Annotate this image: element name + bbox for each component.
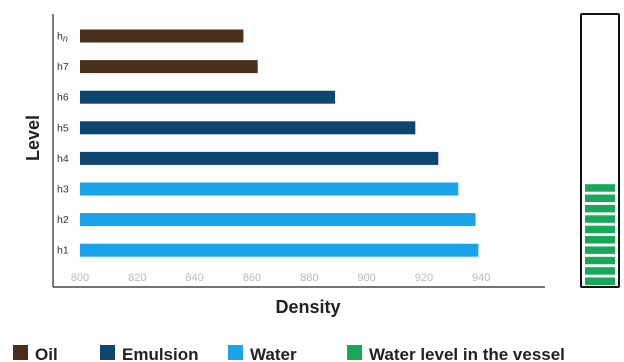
vessel-outline xyxy=(580,13,620,288)
level-label-h7: h7 xyxy=(57,61,69,73)
vessel-diagram xyxy=(580,13,620,288)
level-labels-layer: hn h7 h6 h5 h4 h3 h2 h1 xyxy=(57,31,69,257)
legend-label-oil: Oil xyxy=(35,345,58,362)
level-label-hn: hn xyxy=(57,31,68,44)
x-tick-label: 900 xyxy=(357,272,375,284)
vessel-water-segment xyxy=(585,204,615,213)
y-axis-title: Level xyxy=(23,115,43,161)
bar-h4 xyxy=(80,151,439,165)
legend-label-vessel: Water level in the vessel xyxy=(369,345,565,362)
legend-label-emulsion: Emulsion xyxy=(122,345,199,362)
x-tick-label: 920 xyxy=(415,272,433,284)
vessel-water-segment xyxy=(585,246,615,254)
legend-item-oil: Oil xyxy=(13,345,58,362)
legend-item-emulsion: Emulsion xyxy=(100,345,199,362)
bar-h1 xyxy=(80,243,479,257)
x-tick-label: 860 xyxy=(243,272,261,284)
x-tick-label: 800 xyxy=(71,272,89,284)
bar-h5 xyxy=(80,121,416,135)
level-label-h5: h5 xyxy=(57,122,69,134)
level-label-h3: h3 xyxy=(57,184,69,196)
vessel-water-segment xyxy=(585,225,615,234)
level-label-h6: h6 xyxy=(57,92,69,104)
level-label-h4: h4 xyxy=(57,153,69,165)
legend-swatch-vessel xyxy=(347,345,362,360)
x-tick-labels-layer: 800 820 840 860 880 900 920 940 xyxy=(71,272,491,284)
vessel-water-segment xyxy=(585,184,615,192)
vessel-water-segment xyxy=(585,267,615,275)
level-label-h2: h2 xyxy=(57,214,69,226)
vessel-water-segment xyxy=(585,277,615,285)
bar-h6 xyxy=(80,90,336,104)
bars-layer xyxy=(80,29,479,257)
bar-hn xyxy=(80,29,244,43)
legend-label-water: Water xyxy=(250,345,297,362)
vessel-water-layer xyxy=(585,184,615,285)
x-tick-label: 940 xyxy=(472,272,490,284)
bar-h2 xyxy=(80,213,476,227)
legend-swatch-emulsion xyxy=(100,345,115,360)
plot-area: hn h7 h6 h5 h4 h3 h2 h1 800 820 840 860 880 900 920 94… xyxy=(52,14,545,288)
vessel-water-segment xyxy=(585,215,615,223)
x-tick-label: 840 xyxy=(185,272,203,284)
level-label-h1: h1 xyxy=(57,245,69,257)
legend-item-vessel: Water level in the vessel xyxy=(347,345,565,362)
vessel-water-segment xyxy=(585,194,615,202)
legend-swatch-oil xyxy=(13,345,28,360)
x-tick-label: 880 xyxy=(300,272,318,284)
legend: Oil Emulsion Water Water level in the vesse… xyxy=(13,345,565,362)
legend-swatch-water xyxy=(228,345,243,360)
vessel-water-segment xyxy=(585,236,615,244)
vessel-water-segment xyxy=(585,256,615,265)
legend-item-water: Water xyxy=(228,345,297,362)
bar-h3 xyxy=(80,182,459,196)
bar-h7 xyxy=(80,60,258,74)
x-tick-label: 820 xyxy=(128,272,146,284)
x-axis-title: Density xyxy=(275,297,340,317)
